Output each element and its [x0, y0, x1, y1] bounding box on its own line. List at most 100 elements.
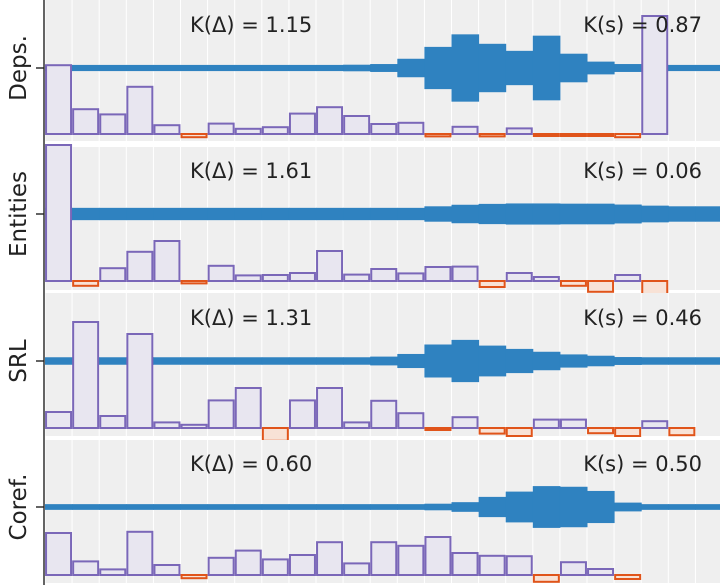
- spindle-segment: [343, 357, 371, 365]
- spindle-segment: [45, 504, 73, 510]
- spindle-segment: [126, 207, 154, 221]
- bar-negative: [559, 133, 587, 137]
- bar-positive: [126, 333, 154, 429]
- spindle-segment: [695, 357, 720, 365]
- panel-entities: K(Δ) = 1.61 K(s) = 0.06 Entities: [6, 159, 702, 257]
- spindle-segment: [695, 504, 720, 510]
- spindle-segment: [99, 357, 127, 365]
- bar-positive: [316, 541, 344, 577]
- bar-positive: [288, 399, 316, 429]
- bar-positive: [451, 265, 479, 283]
- bar-negative: [532, 133, 560, 137]
- spindle-segment: [559, 486, 588, 528]
- spindle-segment: [370, 356, 398, 366]
- bar-positive: [153, 124, 181, 135]
- spindle-segment: [478, 43, 507, 93]
- spindle-segment: [343, 504, 371, 510]
- spindle-segment: [668, 64, 696, 72]
- bar-positive: [478, 554, 506, 576]
- panel-label-coref: Coref.: [6, 474, 32, 541]
- spindle-segment: [397, 353, 425, 369]
- bar-negative: [614, 427, 642, 437]
- spindle-segment: [505, 50, 534, 86]
- bar-positive: [153, 564, 181, 576]
- spindle-segment: [180, 504, 209, 510]
- bar-positive: [451, 552, 479, 576]
- spindle-segment: [559, 203, 588, 225]
- bar-positive: [207, 556, 235, 576]
- bar-positive: [207, 264, 235, 282]
- bar-positive: [234, 387, 262, 429]
- spindle-segment: [614, 64, 642, 72]
- k-delta-label-srl: K(Δ) = 1.31: [190, 306, 312, 330]
- bar-positive: [99, 415, 127, 429]
- panel-label-srl: SRL: [6, 339, 32, 383]
- bar-negative: [532, 574, 560, 583]
- spindle-segment: [451, 502, 480, 512]
- spindle-segment: [451, 34, 480, 102]
- bar-negative: [559, 280, 587, 287]
- spindle-segment: [126, 64, 154, 72]
- spindle-segment: [153, 207, 181, 221]
- bar-positive: [72, 108, 100, 135]
- bar-positive: [343, 562, 371, 577]
- bar-positive: [370, 123, 398, 135]
- bar-positive: [126, 530, 154, 576]
- bar-positive: [207, 399, 235, 429]
- bar-positive: [505, 127, 533, 135]
- bar-positive: [614, 274, 642, 282]
- spindle-segment: [288, 504, 317, 510]
- spindle-segment: [72, 207, 100, 221]
- spindle-segment: [424, 503, 452, 511]
- k-s-label-coref: K(s) = 0.50: [583, 452, 702, 476]
- spindle-segment: [99, 64, 127, 72]
- bar-negative: [180, 280, 208, 285]
- bar-positive: [641, 420, 669, 430]
- spindle-segment: [451, 204, 480, 224]
- spindle-segment: [316, 357, 344, 365]
- bar-negative: [180, 574, 208, 580]
- panel-label-deps: Deps.: [6, 35, 32, 101]
- bar-positive: [45, 532, 73, 576]
- bar-negative: [668, 427, 696, 437]
- bar-positive: [397, 272, 425, 282]
- bar-positive: [559, 418, 587, 430]
- spindle-segment: [261, 64, 290, 72]
- bar-negative: [424, 427, 452, 431]
- bar-positive: [451, 125, 479, 136]
- k-s-label-srl: K(s) = 0.46: [583, 306, 702, 330]
- spindle-segment: [343, 207, 371, 221]
- bar-positive: [288, 554, 316, 576]
- bar-positive: [316, 106, 344, 135]
- bar-positive: [126, 250, 154, 283]
- spindle-segment: [559, 53, 588, 83]
- spindle-segment: [397, 504, 425, 510]
- spindle-segment: [424, 206, 452, 222]
- spindle-segment: [587, 490, 615, 524]
- spindle-segment: [316, 207, 344, 221]
- bar-positive: [261, 126, 289, 135]
- bar-positive: [532, 276, 560, 282]
- spindle-segment: [207, 357, 236, 365]
- bar-positive: [288, 112, 316, 135]
- spindle-segment: [478, 345, 507, 377]
- bar-positive: [72, 321, 100, 429]
- spindle-segment: [288, 207, 317, 221]
- bar-positive: [261, 558, 289, 577]
- panel-plot-entities: [36, 144, 720, 298]
- spindle-segment: [370, 207, 398, 221]
- spindle-segment: [505, 203, 534, 225]
- bar-positive: [45, 64, 73, 135]
- spindle-segment: [614, 357, 642, 365]
- bar-positive: [288, 272, 316, 282]
- spindle-segment: [614, 502, 642, 512]
- panel-plot-srl: [36, 293, 720, 442]
- spindle-segment: [370, 504, 398, 510]
- panels: [36, 0, 720, 583]
- spindle-segment: [370, 64, 398, 72]
- bar-positive: [343, 273, 371, 283]
- spindle-segment: [532, 203, 561, 225]
- bar-negative: [180, 133, 208, 139]
- spindle-segment: [641, 205, 669, 223]
- bar-positive: [234, 127, 262, 136]
